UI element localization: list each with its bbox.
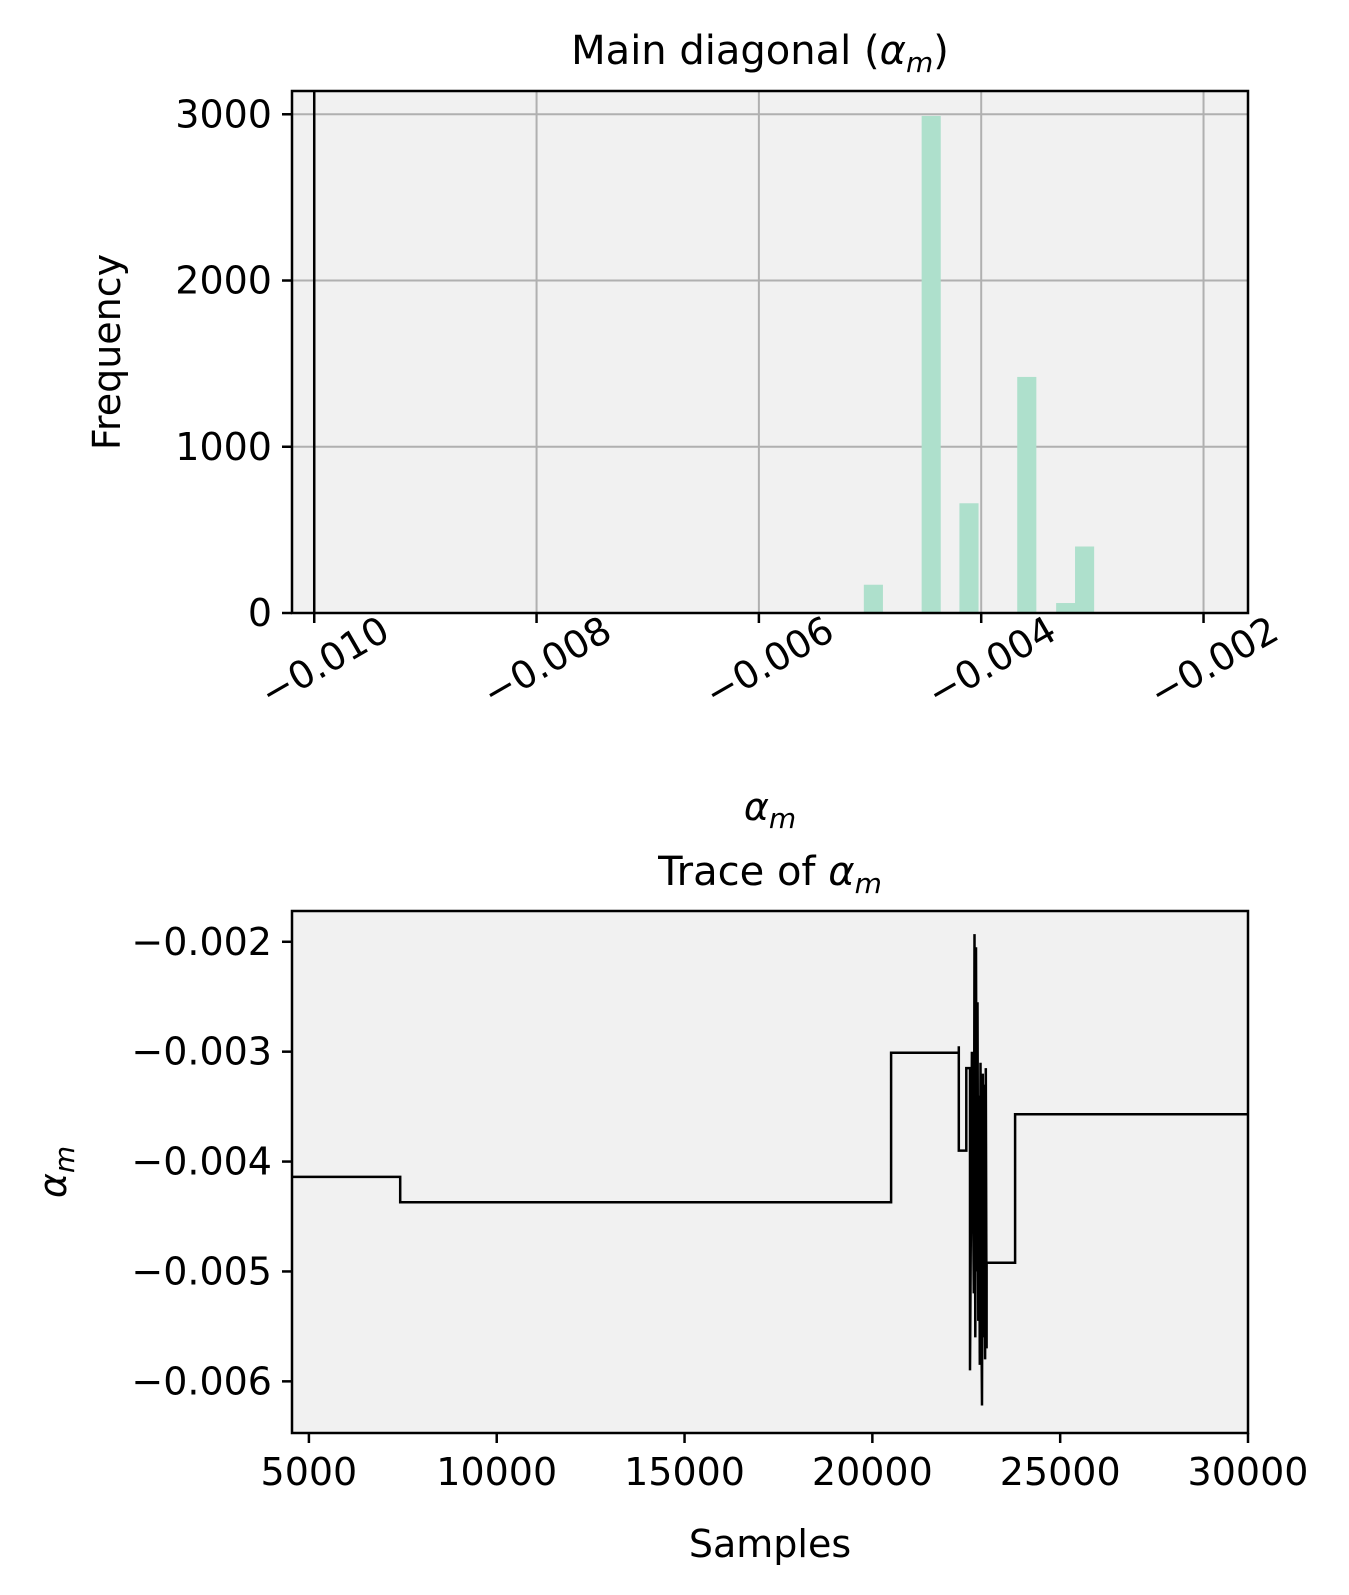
trace-panel: Trace of αm 5000 10000 15000 20000 25000 3000…	[31, 849, 1308, 1566]
trace-ylabel-symbol: α	[31, 1173, 75, 1198]
histogram-title-sub: m	[906, 46, 933, 79]
histogram-bar-5	[1075, 546, 1095, 613]
histogram-ytick-label-3: 3000	[175, 92, 272, 136]
histogram-panel: Main diagonal (αm) −0.010 −0.008 −0.006 −0.…	[85, 28, 1286, 835]
trace-line	[292, 934, 1248, 1406]
histogram-x-axis-label: αm	[744, 785, 796, 835]
histogram-title-suffix: )	[933, 28, 949, 74]
trace-ytick-label-3: −0.005	[131, 1249, 272, 1293]
histogram-bar-3	[1017, 376, 1037, 613]
histogram-xtick-label-0: −0.010	[253, 607, 397, 715]
trace-series-line	[292, 934, 1248, 1406]
histogram-xtick-label-1: −0.008	[475, 607, 619, 715]
trace-ytick-label-2: −0.004	[131, 1140, 272, 1184]
histogram-y-ticks: 0 1000 2000 3000	[175, 92, 292, 635]
histogram-xtick-label-4: −0.002	[1142, 607, 1286, 715]
histogram-xtick-label-3: −0.004	[920, 607, 1064, 715]
histogram-xlabel-sub: m	[769, 802, 796, 835]
trace-xtick-label-0: 5000	[261, 1450, 358, 1494]
trace-ytick-label-4: −0.006	[131, 1359, 272, 1403]
trace-y-axis-label: αm	[31, 1146, 81, 1198]
trace-ytick-label-1: −0.003	[131, 1030, 272, 1074]
histogram-plot-area	[292, 91, 1248, 613]
histogram-title: Main diagonal (αm)	[571, 28, 949, 79]
trace-title-prefix: Trace of	[657, 849, 828, 895]
histogram-bar-2	[959, 503, 979, 613]
trace-ylabel-sub: m	[48, 1146, 81, 1173]
trace-x-ticks: 5000 10000 15000 20000 25000 30000	[261, 1433, 1309, 1494]
trace-xtick-label-5: 30000	[1188, 1450, 1309, 1494]
histogram-xtick-label-2: −0.006	[697, 607, 841, 715]
histogram-x-ticks: −0.010 −0.008 −0.006 −0.004 −0.002	[253, 607, 1286, 715]
trace-xtick-label-2: 15000	[624, 1450, 745, 1494]
trace-xtick-label-1: 10000	[436, 1450, 557, 1494]
trace-x-axis-label: Samples	[689, 1522, 851, 1566]
histogram-bar-4	[1056, 603, 1076, 613]
histogram-bar-1	[921, 115, 941, 613]
trace-y-ticks: −0.002 −0.003 −0.004 −0.005 −0.006	[131, 920, 292, 1403]
trace-ytick-label-0: −0.002	[131, 920, 272, 964]
histogram-bar-0	[863, 584, 883, 613]
histogram-title-symbol: α	[880, 28, 906, 74]
trace-xtick-label-4: 25000	[1000, 1450, 1121, 1494]
trace-title-symbol: α	[828, 849, 854, 895]
histogram-ytick-label-0: 0	[248, 591, 272, 635]
histogram-bars	[863, 115, 1095, 613]
histogram-title-prefix: Main diagonal (	[571, 28, 879, 74]
histogram-xlabel-symbol: α	[744, 785, 769, 829]
histogram-ytick-label-1: 1000	[175, 425, 272, 469]
trace-title: Trace of αm	[657, 849, 882, 900]
histogram-ytick-label-2: 2000	[175, 259, 272, 303]
trace-plot-area	[292, 911, 1248, 1433]
histogram-y-axis-label: Frequency	[85, 254, 129, 450]
trace-frame	[290, 909, 1250, 1435]
trace-title-sub: m	[855, 867, 882, 900]
trace-xtick-label-3: 20000	[812, 1450, 933, 1494]
histogram-frame	[290, 89, 1250, 615]
